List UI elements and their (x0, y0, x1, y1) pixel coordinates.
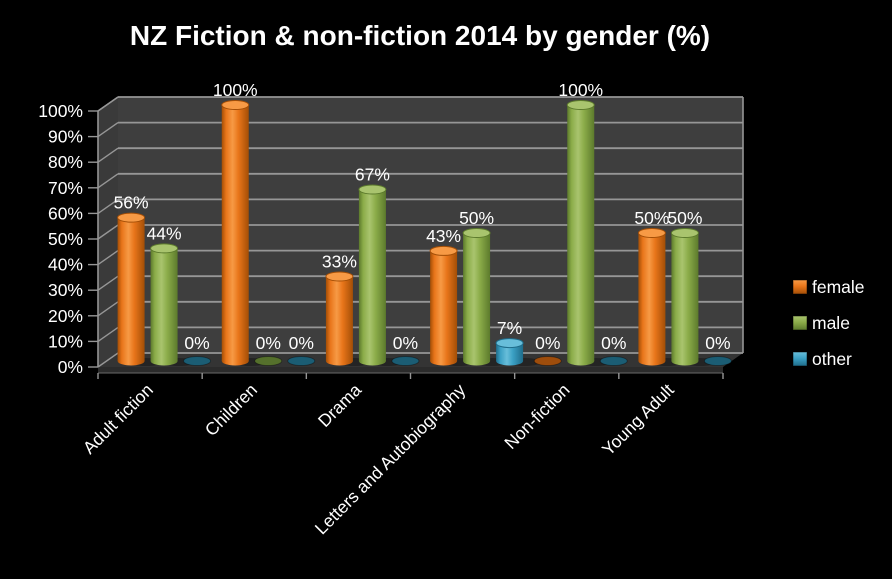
x-axis-label-children: Children (201, 380, 261, 440)
bar-female-drama[interactable] (325, 271, 354, 366)
bar-male-children[interactable] (254, 356, 283, 366)
x-axis-label-adult-fiction: Adult fiction (79, 380, 157, 458)
bar-other-non-fiction[interactable] (599, 356, 628, 366)
y-axis-label: 10% (48, 331, 83, 351)
data-label-other-letters-and-autobiography: 7% (497, 318, 522, 338)
data-label-female-children: 100% (213, 80, 258, 100)
bar-other-drama[interactable] (391, 356, 420, 366)
x-axis-label-drama: Drama (314, 380, 365, 431)
legend-marker-other (792, 351, 808, 367)
legend-label-male: male (812, 313, 850, 333)
bar-male-drama[interactable] (358, 184, 387, 366)
bar-male-non-fiction[interactable] (566, 100, 595, 366)
data-label-other-drama: 0% (393, 333, 418, 353)
bar-other-young-adult[interactable] (703, 356, 732, 366)
bar-female-letters-and-autobiography[interactable] (429, 245, 458, 366)
data-label-female-non-fiction: 0% (535, 333, 560, 353)
data-label-other-young-adult: 0% (705, 333, 730, 353)
data-label-other-children: 0% (289, 333, 314, 353)
bar-other-letters-and-autobiography[interactable] (495, 338, 524, 366)
data-label-other-adult-fiction: 0% (184, 333, 209, 353)
x-axis-label-young-adult: Young Adult (598, 380, 678, 460)
left-wall-gridline (97, 275, 119, 291)
y-axis-label: 80% (48, 152, 83, 172)
left-wall-gridline (97, 301, 119, 317)
y-axis-label: 0% (58, 357, 83, 377)
left-wall-gridline (97, 122, 119, 138)
data-label-male-adult-fiction: 44% (147, 223, 182, 243)
y-axis-label: 20% (48, 306, 83, 326)
floor-front-face (98, 367, 723, 373)
data-label-male-drama: 67% (355, 164, 390, 184)
chart-title: NZ Fiction & non-fiction 2014 by gender … (129, 20, 711, 51)
left-wall-gridline (97, 250, 119, 266)
bar-male-young-adult[interactable] (670, 228, 699, 366)
bar-female-young-adult[interactable] (637, 228, 666, 366)
data-label-male-letters-and-autobiography: 50% (459, 208, 494, 228)
left-wall-gridline (97, 224, 119, 240)
wall-top-corner-edge (97, 96, 119, 112)
legend-marker-female (792, 279, 808, 295)
legend-item-male[interactable]: male (792, 313, 850, 333)
bar-other-adult-fiction[interactable] (183, 356, 212, 366)
data-label-male-young-adult: 50% (667, 208, 702, 228)
bar-female-children[interactable] (221, 100, 250, 366)
data-label-female-adult-fiction: 56% (114, 193, 149, 213)
data-label-female-drama: 33% (322, 252, 357, 272)
y-axis-label: 100% (38, 101, 83, 121)
data-label-male-non-fiction: 100% (558, 80, 603, 100)
legend-item-female[interactable]: female (792, 277, 865, 297)
left-wall-gridline (97, 173, 119, 189)
y-axis-label: 30% (48, 280, 83, 300)
data-label-other-non-fiction: 0% (601, 333, 626, 353)
left-wall-gridline (97, 352, 119, 368)
left-wall-gridline (97, 147, 119, 163)
left-wall-gridline (97, 198, 119, 214)
data-label-female-letters-and-autobiography: 43% (426, 226, 461, 246)
y-axis-label: 70% (48, 178, 83, 198)
left-wall-gridline (97, 326, 119, 342)
y-axis-label: 90% (48, 127, 83, 147)
bar-other-children[interactable] (287, 356, 316, 366)
legend-label-other: other (812, 349, 852, 369)
x-axis-label-non-fiction: Non-fiction (500, 380, 573, 453)
data-label-male-children: 0% (256, 333, 281, 353)
data-label-female-young-adult: 50% (634, 208, 669, 228)
y-axis-label: 50% (48, 229, 83, 249)
bar-female-adult-fiction[interactable] (117, 212, 146, 366)
legend-label-female: female (812, 277, 865, 297)
bar-male-letters-and-autobiography[interactable] (462, 228, 491, 366)
bar-female-non-fiction[interactable] (533, 356, 562, 366)
bar-male-adult-fiction[interactable] (150, 243, 179, 366)
legend-item-other[interactable]: other (792, 349, 852, 369)
y-axis-label: 60% (48, 203, 83, 223)
legend-marker-male (792, 315, 808, 331)
y-axis-label: 40% (48, 255, 83, 275)
